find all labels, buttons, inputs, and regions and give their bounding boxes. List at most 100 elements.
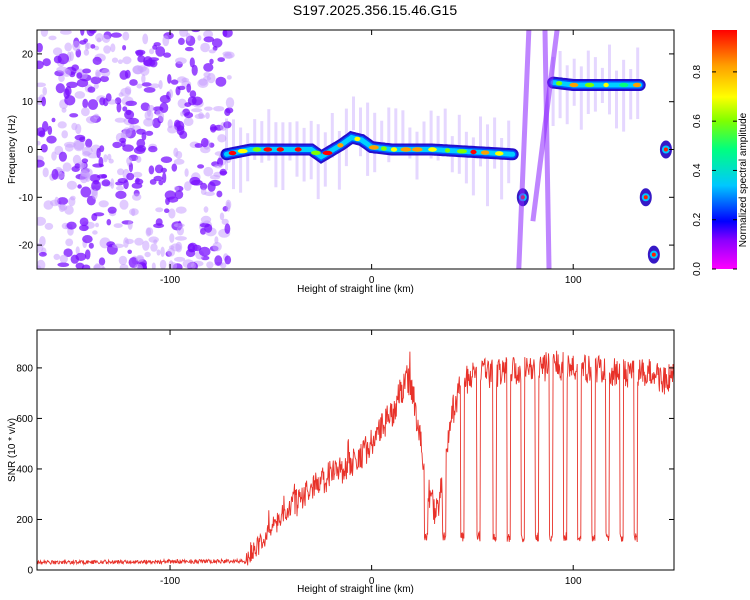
ridge-streak [464,131,468,184]
noise-blob [185,46,194,52]
noise-blob [95,33,104,42]
x-tick-label: 100 [565,576,582,587]
noise-blob [151,262,156,269]
noise-blob [184,112,194,119]
noise-blob [184,168,189,177]
noise-blob [117,59,123,64]
noise-blob [187,243,196,253]
noise-blob [108,158,114,164]
noise-blob [192,244,202,252]
noise-blob [146,227,154,236]
noise-blob [129,208,139,216]
ridge-hotspot [390,147,398,152]
noise-blob [214,236,219,245]
noise-blob [79,160,84,170]
noise-blob [61,130,68,139]
noise-blob [99,145,105,153]
noise-blob [209,58,214,65]
noise-blob [184,181,192,192]
noise-blob [224,108,231,116]
noise-blob [128,117,139,125]
noise-blob [76,72,83,79]
noise-blob [177,98,187,109]
noise-blob [141,82,152,87]
noise-blob [37,140,41,146]
noise-blob [144,251,151,258]
snr-ticks: -100 0 100 0 200 400 600 800 [16,330,674,587]
noise-blob [175,57,187,65]
noise-blob [158,80,163,90]
noise-blob [176,226,184,236]
noise-blob [191,108,203,113]
colorbar-tick-label: 0.0 [692,262,703,276]
ridge-streak [471,137,475,196]
noise-blob [57,197,69,206]
noise-blob [135,256,145,262]
noise-blob [47,125,53,135]
snr-frame [36,329,675,571]
noise-blob [129,79,138,86]
noise-blob [88,242,94,249]
ridge-hotspot [228,150,237,156]
noise-blob [169,262,178,269]
ridge-streak [443,108,447,146]
x-tick-label: 100 [565,275,582,286]
noise-blob [82,235,93,244]
noise-blob [225,97,235,109]
ridge-hotspot [470,149,477,155]
noise-blob [92,163,104,168]
noise-blob [127,220,133,230]
noise-blob [140,66,150,76]
ridge-streak [260,121,264,163]
ridge-hotspot [584,82,595,88]
noise-blob [211,38,223,48]
ridge-hotspot [400,147,412,152]
noise-blob [164,208,170,213]
noise-blob [141,74,146,84]
ridge-streak [579,66,583,130]
noise-blob [214,164,223,169]
noise-blob [113,223,123,229]
noise-blob [82,68,91,74]
y-tick-label: 600 [16,414,33,425]
noise-blob [197,78,209,89]
ridge-hotspot [480,150,490,155]
noise-blob [162,35,170,47]
ridge-streak [429,110,433,159]
noise-blob [44,222,54,230]
noise-blob [117,168,125,176]
noise-blob [125,109,132,116]
noise-blob [204,106,213,111]
noise-blob [215,76,227,87]
noise-blob [169,233,175,243]
noise-blob [203,76,212,81]
noise-blob [95,222,99,228]
noise-blob [175,206,187,214]
noise-blob [214,255,223,266]
noise-blob [223,121,232,129]
noise-blob [51,168,59,180]
noise-blob [51,117,56,123]
noise-blob [37,265,42,269]
noise-blob [54,196,59,206]
noise-blob [132,193,142,201]
snr-panel: -100 0 100 0 200 400 600 800 Height of straight… [7,329,675,595]
spectrogram-marks [37,30,672,269]
noise-blob [216,190,223,198]
noise-blob [122,31,130,41]
noise-blob [150,83,160,89]
noise-blob [59,254,68,263]
noise-blob [92,230,98,235]
noise-blob [81,158,89,164]
noise-blob [65,86,72,96]
noise-blob [79,224,89,232]
noise-blob [64,42,72,52]
noise-blob [82,98,89,109]
ridge-streak [629,69,633,120]
noise-blob [183,117,194,126]
noise-blob [80,186,92,198]
noise-blob [65,238,74,247]
snr-ylabel: SNR (10 * v/v) [7,418,18,482]
